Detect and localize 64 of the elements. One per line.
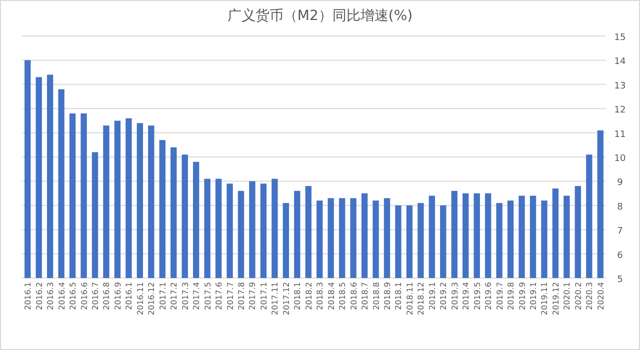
x-tick-label: 2018.4	[326, 282, 336, 310]
x-tick-label: 2016.12	[147, 282, 156, 316]
y-tick-label: 11	[614, 130, 626, 140]
x-tick-label: 2017.3	[180, 282, 190, 310]
x-tick-label: 2016.9	[113, 282, 122, 310]
x-tick-label: 2018.12	[416, 282, 426, 316]
x-tick-label: 2019.9	[518, 282, 527, 310]
x-tick-label: 2017.12	[282, 282, 291, 316]
x-tick-label: 2019.4	[462, 282, 471, 310]
x-tick-label: 2016.2	[34, 282, 44, 310]
x-tick-label: 2016.5	[68, 282, 78, 310]
x-tick-label: 2019.1	[529, 282, 538, 310]
x-tick-label: 2017.1	[259, 282, 268, 310]
x-tick-label: 2020.3	[585, 282, 594, 310]
x-tick-label: 2017.7	[226, 282, 235, 310]
x-tick-label: 2017.8	[237, 282, 246, 310]
x-tick-label: 2019.6	[484, 282, 494, 310]
x-tick-label: 2019.5	[472, 282, 482, 310]
x-tick-label: 2016.7	[91, 282, 100, 310]
x-tick-label: 2019.3	[450, 282, 460, 310]
x-tick-label: 2019.7	[495, 282, 504, 310]
y-tick-label: 15	[614, 33, 626, 43]
x-tick-label: 2019.11	[540, 282, 550, 316]
x-tick-label: 2020.2	[574, 282, 583, 310]
x-tick-label: 2018.1	[293, 282, 302, 310]
x-tick-label: 2018.1	[394, 282, 404, 310]
y-tick-label: 14	[614, 57, 626, 68]
x-tick-label: 2016.4	[57, 282, 66, 310]
x-tick-label: 2019.1	[428, 282, 437, 310]
x-tick-label: 2018.3	[316, 282, 325, 310]
x-tick-label: 2017.2	[170, 282, 179, 310]
x-tick-label: 2020.4	[596, 282, 606, 310]
x-tick-label: 2018.7	[360, 282, 370, 310]
x-tick-label: 2017.11	[270, 282, 280, 316]
x-tick-label: 2017.6	[214, 282, 224, 310]
x-tick-label: 2018.5	[338, 282, 348, 310]
x-tick-label: 2016.11	[136, 282, 145, 316]
x-tick-label: 2018.6	[349, 282, 358, 310]
x-tick-label: 2018.2	[304, 282, 314, 310]
x-tick-label: 2017.5	[203, 282, 212, 310]
chart-title: 广义货币（M2）同比增速(%)	[227, 8, 413, 24]
x-tick-label: 2019.8	[506, 282, 516, 310]
x-tick-label: 2016.6	[80, 282, 89, 310]
x-tick-label: 2017.9	[248, 282, 258, 310]
x-tick-label: 2017.4	[192, 282, 202, 310]
x-tick-label: 2017.1	[158, 282, 168, 310]
x-tick-label: 2018.8	[372, 282, 381, 310]
y-tick-label: 5	[617, 275, 623, 285]
x-tick-label: 2016.8	[102, 282, 112, 310]
x-tick-label: 2016.1	[24, 282, 33, 310]
y-tick-label: 10	[614, 154, 626, 164]
y-tick-label: 8	[617, 202, 624, 212]
y-tick-label: 7	[617, 226, 623, 237]
x-tick-label: 2016.1	[124, 282, 134, 310]
x-tick-label: 2019.2	[439, 282, 448, 310]
x-tick-label: 2018.9	[383, 282, 392, 310]
y-tick-label: 13	[614, 81, 626, 92]
x-tick-label: 2019.12	[551, 282, 560, 316]
x-tick-label: 2020.1	[562, 282, 572, 310]
y-tick-label: 6	[617, 250, 624, 261]
x-tick-label: 2018.11	[405, 282, 414, 316]
y-tick-label: 9	[617, 178, 624, 188]
y-tick-label: 12	[614, 106, 626, 116]
x-tick-label: 2016.3	[46, 282, 56, 310]
